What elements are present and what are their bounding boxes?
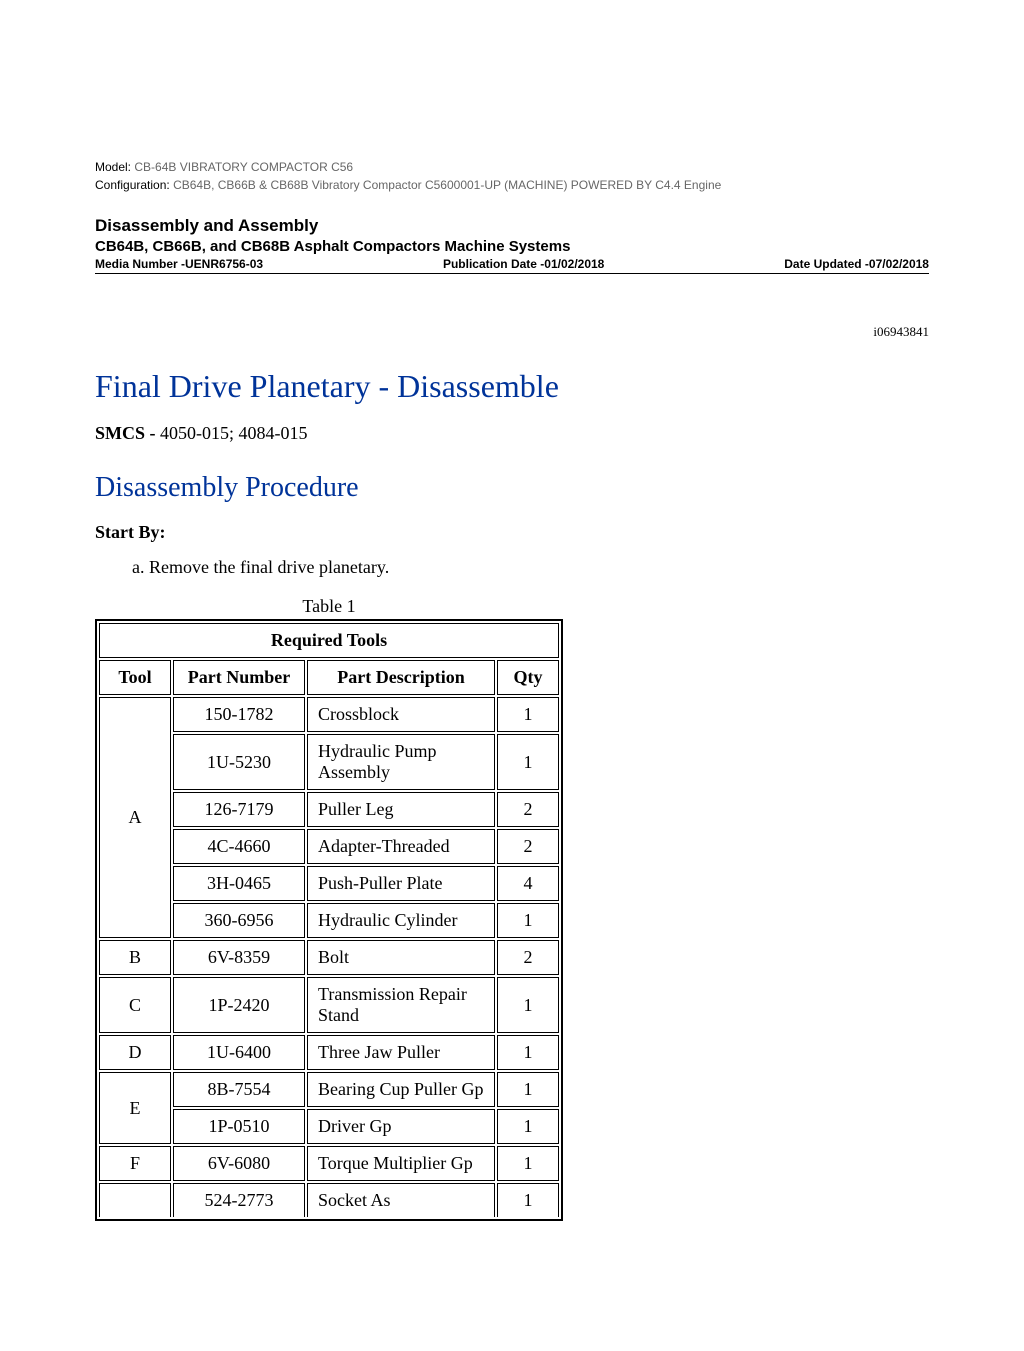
cell-part-number: 1U-6400 [173, 1035, 305, 1070]
cell-part-description: Crossblock [307, 697, 495, 732]
cell-tool [99, 1183, 171, 1217]
table-row: 524-2773Socket As1 [99, 1183, 559, 1217]
table-row: B6V-8359Bolt2 [99, 940, 559, 975]
cell-part-description: Transmission Repair Stand [307, 977, 495, 1033]
cell-part-number: 3H-0465 [173, 866, 305, 901]
cell-qty: 1 [497, 1146, 559, 1181]
cell-part-number: 126-7179 [173, 792, 305, 827]
cell-part-number: 6V-6080 [173, 1146, 305, 1181]
cell-tool: C [99, 977, 171, 1033]
cell-tool: F [99, 1146, 171, 1181]
start-by-list: Remove the final drive planetary. [95, 557, 929, 578]
table-row: D1U-6400Three Jaw Puller1 [99, 1035, 559, 1070]
table-row: C1P-2420Transmission Repair Stand1 [99, 977, 559, 1033]
sub-title: Disassembly Procedure [95, 472, 929, 504]
cell-tool: D [99, 1035, 171, 1070]
cell-part-number: 1U-5230 [173, 734, 305, 790]
table-header-full: Required Tools [99, 623, 559, 658]
cell-qty: 1 [497, 1183, 559, 1217]
cell-part-description: Hydraulic Pump Assembly [307, 734, 495, 790]
model-line: Model: CB-64B VIBRATORY COMPACTOR C56 [95, 160, 929, 174]
cell-qty: 1 [497, 1035, 559, 1070]
cell-part-description: Push-Puller Plate [307, 866, 495, 901]
cell-qty: 1 [497, 734, 559, 790]
cell-qty: 1 [497, 697, 559, 732]
media-row: Media Number -UENR6756-03 Publication Da… [95, 257, 929, 271]
divider [95, 273, 929, 274]
config-line: Configuration: CB64B, CB66B & CB68B Vibr… [95, 178, 929, 192]
cell-part-number: 4C-4660 [173, 829, 305, 864]
model-value: CB-64B VIBRATORY COMPACTOR C56 [134, 160, 353, 174]
cell-tool: A [99, 697, 171, 938]
cell-part-number: 8B-7554 [173, 1072, 305, 1107]
config-label: Configuration: [95, 178, 170, 192]
document-page: Model: CB-64B VIBRATORY COMPACTOR C56 Co… [0, 0, 1024, 1221]
model-label: Model: [95, 160, 131, 174]
col-part-description: Part Description [307, 660, 495, 695]
smcs-value: 4050-015; 4084-015 [160, 423, 308, 443]
start-by-label: Start By: [95, 522, 929, 543]
cell-part-description: Adapter-Threaded [307, 829, 495, 864]
cell-qty: 2 [497, 940, 559, 975]
cell-part-description: Bolt [307, 940, 495, 975]
table-caption: Table 1 [95, 596, 563, 617]
cell-qty: 2 [497, 792, 559, 827]
table-row: F6V-6080Torque Multiplier Gp1 [99, 1146, 559, 1181]
cell-part-number: 524-2773 [173, 1183, 305, 1217]
col-part-number: Part Number [173, 660, 305, 695]
col-qty: Qty [497, 660, 559, 695]
config-value: CB64B, CB66B & CB68B Vibratory Compactor… [173, 178, 721, 192]
cell-qty: 2 [497, 829, 559, 864]
publication-date: Publication Date -01/02/2018 [443, 257, 604, 271]
cell-part-description: Socket As [307, 1183, 495, 1217]
cell-qty: 4 [497, 866, 559, 901]
cell-part-description: Hydraulic Cylinder [307, 903, 495, 938]
start-by-item: Remove the final drive planetary. [149, 557, 929, 578]
cell-part-number: 360-6956 [173, 903, 305, 938]
cell-tool: E [99, 1072, 171, 1144]
required-tools-table: Required Tools Tool Part Number Part Des… [95, 619, 563, 1221]
main-title: Final Drive Planetary - Disassemble [95, 368, 929, 405]
col-tool: Tool [99, 660, 171, 695]
table-row: A150-1782Crossblock1 [99, 697, 559, 732]
media-number: Media Number -UENR6756-03 [95, 257, 263, 271]
cell-part-description: Bearing Cup Puller Gp [307, 1072, 495, 1107]
cell-part-number: 6V-8359 [173, 940, 305, 975]
section-title: Disassembly and Assembly [95, 216, 929, 236]
cell-part-description: Three Jaw Puller [307, 1035, 495, 1070]
smcs-line: SMCS - 4050-015; 4084-015 [95, 423, 929, 444]
cell-qty: 1 [497, 1072, 559, 1107]
cell-qty: 1 [497, 903, 559, 938]
cell-part-description: Driver Gp [307, 1109, 495, 1144]
cell-part-number: 150-1782 [173, 697, 305, 732]
cell-qty: 1 [497, 1109, 559, 1144]
cell-qty: 1 [497, 977, 559, 1033]
document-id: i06943841 [95, 324, 929, 340]
cell-tool: B [99, 940, 171, 975]
smcs-label: SMCS - [95, 423, 160, 443]
cell-part-number: 1P-0510 [173, 1109, 305, 1144]
cell-part-description: Puller Leg [307, 792, 495, 827]
date-updated: Date Updated -07/02/2018 [784, 257, 929, 271]
section-subtitle: CB64B, CB66B, and CB68B Asphalt Compacto… [95, 238, 929, 255]
cell-part-description: Torque Multiplier Gp [307, 1146, 495, 1181]
table-row: E8B-7554Bearing Cup Puller Gp1 [99, 1072, 559, 1107]
cell-part-number: 1P-2420 [173, 977, 305, 1033]
